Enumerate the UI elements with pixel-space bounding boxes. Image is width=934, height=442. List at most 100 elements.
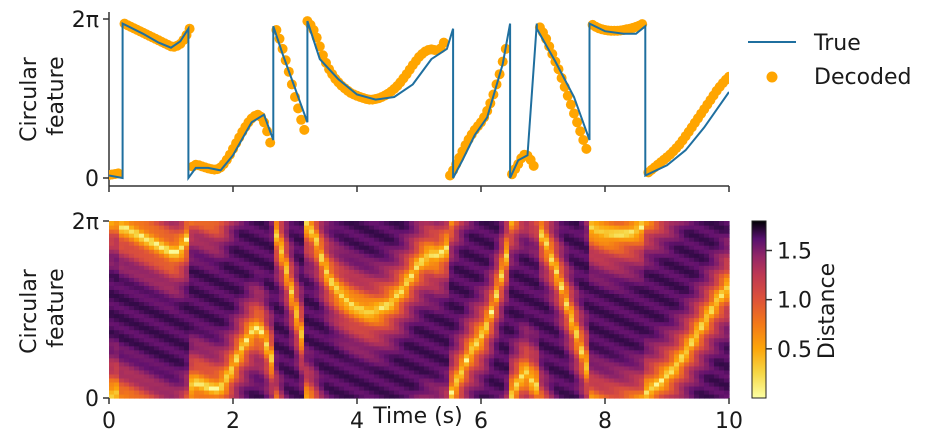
heatmap-cell bbox=[569, 289, 575, 295]
heatmap-cell bbox=[534, 313, 540, 319]
heatmap-cell bbox=[639, 309, 645, 315]
heatmap-cell bbox=[294, 341, 300, 347]
heatmap-cell bbox=[389, 313, 395, 319]
heatmap-cell bbox=[164, 317, 170, 323]
heatmap-cell bbox=[399, 241, 405, 246]
heatmap-cell bbox=[399, 341, 405, 347]
heatmap-cell bbox=[344, 253, 350, 258]
heatmap-cell bbox=[199, 285, 205, 290]
heatmap-cell bbox=[464, 285, 470, 290]
heatmap-cell bbox=[569, 345, 575, 351]
heatmap-cell bbox=[624, 309, 630, 315]
heatmap-cell bbox=[179, 289, 185, 295]
heatmap-cell bbox=[489, 221, 495, 226]
heatmap-cell bbox=[124, 313, 130, 319]
heatmap-cell bbox=[529, 249, 535, 254]
heatmap-cell bbox=[489, 241, 495, 246]
heatmap-cell bbox=[244, 265, 250, 270]
heatmap-cell bbox=[184, 361, 190, 367]
heatmap-cell bbox=[214, 301, 220, 307]
heatmap-cell bbox=[239, 233, 245, 238]
heatmap-cell bbox=[304, 393, 310, 399]
heatmap-cell bbox=[114, 297, 120, 303]
heatmap-cell bbox=[559, 273, 565, 278]
heatmap-cell bbox=[644, 365, 650, 371]
heatmap-cell bbox=[509, 377, 515, 383]
heatmap-cell bbox=[349, 245, 355, 250]
heatmap-cell bbox=[329, 277, 335, 282]
heatmap-cell bbox=[519, 333, 525, 339]
heatmap-cell bbox=[354, 341, 360, 347]
heatmap-cell bbox=[419, 349, 425, 355]
heatmap-cell bbox=[599, 325, 605, 331]
heatmap-cell bbox=[279, 269, 285, 274]
heatmap-cell bbox=[594, 345, 600, 351]
heatmap-cell bbox=[439, 237, 445, 242]
heatmap-cell bbox=[364, 357, 370, 363]
heatmap-cell bbox=[334, 249, 340, 254]
heatmap-cell bbox=[444, 281, 450, 286]
heatmap-cell bbox=[484, 353, 490, 359]
heatmap-cell bbox=[279, 313, 285, 319]
heatmap-cell bbox=[219, 265, 225, 270]
heatmap-cell bbox=[299, 249, 305, 254]
heatmap-cell bbox=[339, 337, 345, 343]
heatmap-cell bbox=[524, 277, 530, 282]
heatmap-cell bbox=[119, 257, 125, 262]
heatmap-cell bbox=[384, 245, 390, 250]
heatmap-cell bbox=[299, 389, 305, 395]
heatmap-cell bbox=[334, 393, 340, 399]
heatmap-cell bbox=[139, 373, 145, 379]
heatmap-cell bbox=[379, 337, 385, 343]
heatmap-cell bbox=[524, 241, 530, 246]
heatmap-cell bbox=[329, 377, 335, 383]
heatmap-cell bbox=[389, 393, 395, 399]
heatmap-cell bbox=[464, 365, 470, 371]
heatmap-cell bbox=[389, 241, 395, 246]
heatmap-cell bbox=[444, 381, 450, 387]
heatmap-cell bbox=[269, 385, 275, 391]
heatmap-cell bbox=[504, 297, 510, 303]
heatmap-cell bbox=[249, 305, 255, 311]
heatmap-cell bbox=[259, 281, 265, 286]
heatmap-cell bbox=[189, 365, 195, 371]
heatmap-cell bbox=[134, 361, 140, 367]
heatmap-cell bbox=[109, 345, 115, 351]
heatmap-cell bbox=[324, 385, 330, 391]
heatmap-cell bbox=[609, 357, 615, 363]
heatmap-cell bbox=[599, 233, 605, 238]
heatmap-cell bbox=[624, 313, 630, 319]
heatmap-cell bbox=[414, 301, 420, 307]
heatmap-cell bbox=[299, 313, 305, 319]
heatmap-cell bbox=[374, 277, 380, 282]
heatmap-cell bbox=[554, 377, 560, 383]
heatmap-cell bbox=[609, 273, 615, 278]
heatmap-cell bbox=[494, 377, 500, 383]
heatmap-cell bbox=[624, 393, 630, 399]
heatmap-cell bbox=[574, 245, 580, 250]
heatmap-cell bbox=[249, 297, 255, 303]
heatmap-cell bbox=[619, 301, 625, 307]
heatmap-cell bbox=[454, 293, 460, 299]
heatmap-cell bbox=[539, 357, 545, 363]
heatmap-cell bbox=[149, 241, 155, 246]
heatmap-cell bbox=[539, 261, 545, 266]
heatmap-cell bbox=[494, 333, 500, 339]
heatmap-cell bbox=[294, 257, 300, 262]
heatmap-cell bbox=[309, 261, 315, 266]
heatmap-cell bbox=[609, 341, 615, 347]
heatmap-cell bbox=[484, 237, 490, 242]
heatmap-cell bbox=[334, 325, 340, 331]
heatmap-cell bbox=[209, 369, 215, 375]
heatmap-cell bbox=[544, 253, 550, 258]
heatmap-cell bbox=[619, 305, 625, 311]
heatmap-cell bbox=[509, 317, 515, 323]
heatmap-cell bbox=[574, 269, 580, 274]
heatmap-cell bbox=[394, 325, 400, 331]
heatmap-cell bbox=[169, 289, 175, 295]
heatmap-cell bbox=[234, 273, 240, 278]
heatmap-cell bbox=[584, 233, 590, 238]
heatmap-cell bbox=[174, 333, 180, 339]
heatmap-cell bbox=[189, 301, 195, 307]
heatmap-cell bbox=[404, 229, 410, 234]
